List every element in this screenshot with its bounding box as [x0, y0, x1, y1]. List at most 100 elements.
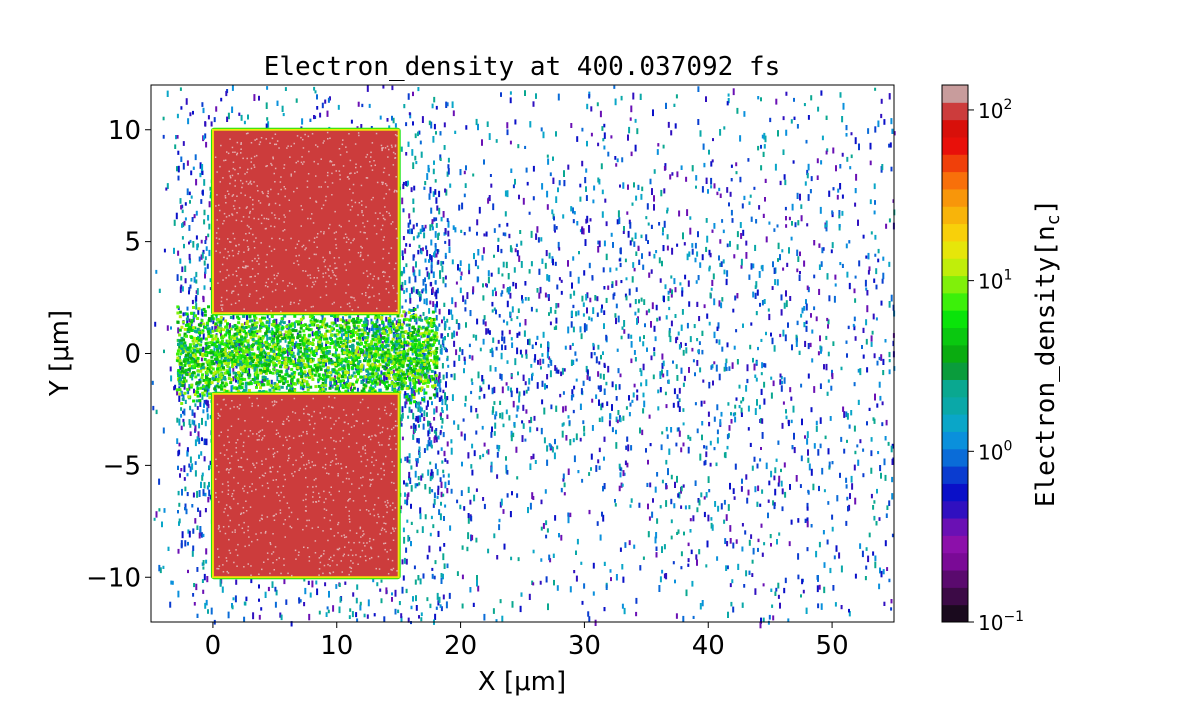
- density-speck: [487, 198, 490, 204]
- channel-speck: [294, 329, 298, 333]
- density-speck: [520, 240, 523, 246]
- density-speck: [711, 279, 714, 286]
- channel-speck: [411, 374, 415, 377]
- density-speck: [442, 337, 445, 344]
- density-speck: [437, 485, 440, 490]
- density-speck: [429, 186, 432, 194]
- density-speck: [607, 285, 610, 290]
- density-speck: [494, 287, 497, 291]
- density-speck: [563, 368, 566, 372]
- density-speck: [645, 216, 648, 220]
- density-speck: [490, 183, 493, 188]
- density-speck: [453, 330, 456, 338]
- density-speck: [760, 338, 763, 342]
- channel-speck: [198, 399, 202, 403]
- density-speck: [597, 142, 600, 147]
- channel-speck: [190, 311, 193, 315]
- channel-speck: [245, 370, 249, 374]
- density-speck: [442, 594, 445, 600]
- density-speck: [726, 187, 729, 193]
- channel-speck: [356, 342, 360, 346]
- density-speck: [786, 262, 789, 267]
- channel-speck: [188, 372, 192, 376]
- density-speck: [837, 188, 840, 193]
- density-speck: [641, 186, 644, 192]
- density-speck: [437, 600, 440, 606]
- density-speck: [876, 403, 879, 408]
- channel-speck: [375, 375, 379, 379]
- channel-speck: [281, 356, 285, 360]
- density-speck: [728, 366, 731, 371]
- channel-speck: [239, 374, 243, 378]
- density-speck: [433, 498, 436, 505]
- density-speck: [548, 252, 551, 259]
- channel-speck: [309, 328, 313, 332]
- density-speck: [862, 234, 865, 239]
- density-speck: [522, 423, 525, 429]
- density-speck: [740, 407, 743, 414]
- density-speck: [705, 218, 708, 223]
- density-speck: [781, 422, 784, 429]
- density-speck: [432, 503, 435, 508]
- density-speck: [464, 403, 467, 407]
- density-speck: [405, 122, 408, 127]
- density-speck: [482, 453, 485, 458]
- density-speck: [420, 413, 423, 418]
- density-speck: [192, 545, 195, 551]
- density-speck: [406, 456, 409, 463]
- density-speck: [849, 166, 852, 170]
- density-speck: [874, 555, 877, 562]
- channel-speck: [310, 372, 314, 376]
- density-speck: [524, 381, 527, 386]
- density-speck: [598, 417, 601, 422]
- density-speck: [162, 116, 165, 121]
- channel-speck: [393, 363, 397, 367]
- density-speck: [482, 497, 485, 501]
- density-speck: [529, 121, 532, 128]
- density-speck: [888, 93, 891, 100]
- density-speck: [696, 428, 699, 434]
- channel-speck: [374, 350, 378, 353]
- density-speck: [588, 616, 591, 622]
- channel-speck: [258, 318, 262, 321]
- density-speck: [877, 258, 880, 263]
- density-speck: [725, 358, 728, 364]
- density-speck: [592, 307, 595, 314]
- density-speck: [408, 471, 411, 479]
- channel-speck: [328, 371, 332, 375]
- density-speck: [729, 482, 731, 490]
- density-speck: [882, 358, 885, 365]
- density-speck: [508, 233, 511, 239]
- density-speck: [541, 183, 544, 190]
- density-speck: [727, 611, 729, 618]
- channel-speck: [363, 359, 366, 363]
- density-speck: [519, 349, 522, 355]
- channel-speck: [368, 367, 372, 371]
- density-speck: [777, 440, 780, 445]
- density-speck: [436, 495, 439, 499]
- density-speck: [199, 393, 201, 398]
- density-speck: [271, 327, 274, 332]
- density-speck: [264, 354, 267, 359]
- density-speck: [385, 587, 388, 595]
- density-speck: [441, 363, 444, 369]
- channel-speck: [400, 314, 404, 318]
- density-speck: [463, 232, 466, 236]
- density-speck: [209, 415, 212, 419]
- density-speck: [740, 264, 743, 269]
- density-speck: [419, 507, 422, 514]
- channel-speck: [262, 390, 266, 394]
- density-speck: [183, 477, 186, 481]
- density-speck: [441, 460, 444, 464]
- density-speck: [873, 515, 876, 521]
- density-speck: [303, 351, 306, 357]
- density-speck: [748, 201, 751, 205]
- density-speck: [435, 105, 438, 110]
- density-speck: [515, 243, 518, 247]
- density-speck: [739, 135, 742, 142]
- density-speck: [716, 326, 719, 331]
- density-speck: [401, 287, 404, 291]
- density-speck: [592, 342, 595, 347]
- density-speck: [427, 440, 430, 447]
- channel-speck: [242, 352, 245, 356]
